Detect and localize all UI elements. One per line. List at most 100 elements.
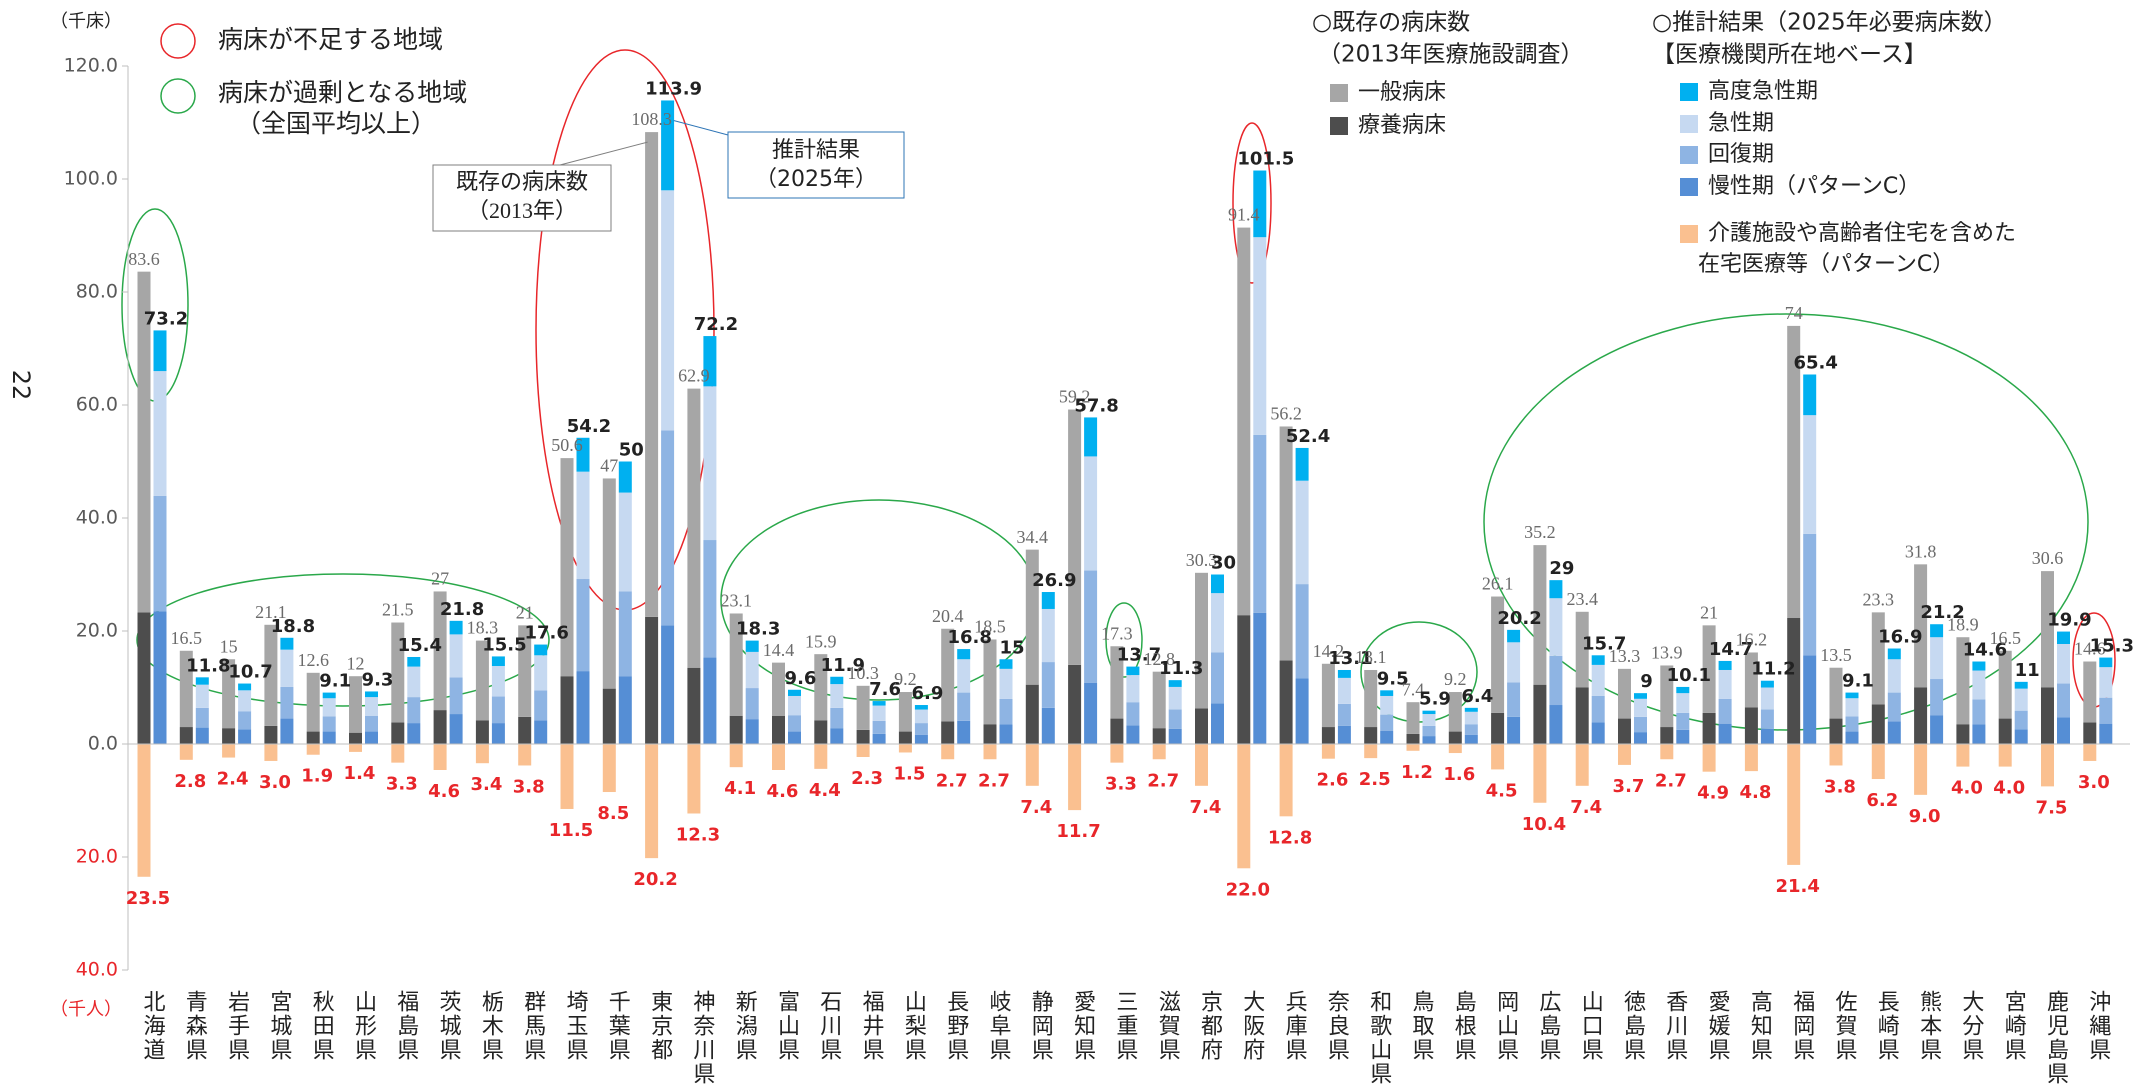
bar-segment — [1491, 744, 1505, 770]
estimate-total-label: 13.7 — [1117, 645, 1161, 666]
estimate-total-label: 54.2 — [567, 416, 611, 437]
bar-segment — [1787, 618, 1801, 744]
bar-segment — [1237, 227, 1251, 616]
x-tick-label: 山形県 — [351, 990, 377, 1062]
bar-segment — [1972, 661, 1986, 671]
bar-segment — [1364, 669, 1378, 728]
callout-text: 推計結果 — [772, 138, 860, 163]
bar-segment — [703, 336, 717, 387]
bar-segment — [2057, 717, 2070, 744]
bar-segment — [195, 684, 209, 708]
bar-segment — [1887, 721, 1901, 744]
bar-segment — [1744, 652, 1758, 708]
estimate-total-label: 65.4 — [1793, 352, 1837, 373]
bar-segment — [914, 723, 928, 735]
home-care-label: 11.7 — [1056, 821, 1100, 842]
bar-segment — [1406, 733, 1420, 744]
bar-segment — [475, 640, 489, 721]
existing-total-label: 50.6 — [551, 435, 583, 455]
bar-segment — [1364, 727, 1378, 744]
bar-segment — [1956, 637, 1970, 725]
bar-segment — [983, 744, 997, 760]
bar-segment — [1025, 684, 1039, 744]
existing-total-label: 9.2 — [894, 669, 917, 689]
existing-total-label: 26.1 — [1482, 574, 1514, 594]
region-legend-label: （全国平均以上） — [236, 109, 436, 138]
bar-segment — [280, 718, 294, 744]
home-care-label: 4.8 — [1739, 782, 1771, 803]
x-tick-label: 栃木県 — [478, 990, 504, 1062]
estimate-total-label: 30 — [1211, 553, 1236, 574]
bar-segment — [1591, 695, 1605, 723]
bar-segment — [1110, 646, 1124, 719]
x-tick-label: 愛知県 — [1070, 990, 1096, 1062]
bar-segment — [518, 744, 532, 766]
existing-total-label: 23.1 — [720, 591, 752, 611]
bar-segment — [1068, 409, 1082, 665]
home-care-label: 7.4 — [1570, 797, 1602, 818]
bar-segment — [1406, 744, 1420, 751]
bar-segment — [475, 720, 489, 744]
bar-segment — [1364, 744, 1378, 759]
existing-total-label: 9.2 — [1444, 669, 1467, 689]
home-care-label: 21.4 — [1775, 876, 1819, 897]
bar-segment — [1380, 714, 1394, 732]
bar-segment — [1591, 664, 1605, 696]
bar-segment — [1152, 744, 1166, 760]
estimate-total-label: 19.9 — [2047, 610, 2091, 631]
bar-segment — [1211, 703, 1224, 744]
bar-segment — [179, 744, 193, 760]
legend-label: 在宅医療等（パターンC） — [1698, 252, 1954, 277]
home-care-label: 1.4 — [344, 763, 376, 784]
bar-segment — [1380, 690, 1394, 696]
estimate-total-label: 9.1 — [1842, 671, 1874, 692]
x-tick-label: 長崎県 — [1874, 990, 1899, 1062]
bar-segment — [1084, 417, 1098, 457]
bar-segment — [1887, 659, 1901, 693]
surplus-ellipse — [1483, 313, 2089, 731]
bar-segment — [1718, 660, 1732, 670]
bar-segment — [1126, 725, 1140, 744]
bar-segment — [788, 695, 801, 716]
bar-segment — [518, 716, 532, 744]
bar-segment — [1110, 718, 1124, 744]
home-care-label: 3.3 — [386, 774, 418, 795]
existing-total-label: 27 — [431, 569, 449, 589]
home-care-label: 1.5 — [893, 763, 925, 784]
legend-swatch — [1680, 115, 1698, 133]
estimate-total-label: 9.1 — [319, 671, 351, 692]
x-tick-label: 奈良県 — [1324, 990, 1350, 1062]
bar-segment — [576, 437, 590, 472]
bar-segment — [1084, 570, 1098, 683]
bar-segment — [1491, 596, 1505, 713]
unit-label-lower: （千人） — [50, 999, 122, 1020]
x-tick-label: 三重県 — [1112, 990, 1137, 1062]
bar-segment — [1930, 624, 1944, 638]
existing-total-label: 14.4 — [763, 640, 795, 660]
callout-text: 既存の病床数 — [456, 169, 588, 194]
bar-segment — [872, 701, 886, 706]
estimate-total-label: 20.2 — [1497, 608, 1541, 629]
bar-segment — [407, 656, 421, 667]
bar-segment — [999, 698, 1013, 725]
bar-segment — [898, 731, 912, 744]
bar-segment — [602, 478, 616, 689]
x-tick-label: 群馬県 — [520, 990, 546, 1062]
x-tick-label: 青森県 — [182, 990, 208, 1062]
bar-segment — [745, 688, 759, 720]
bar-segment — [1422, 725, 1436, 737]
estimate-total-label: 13.1 — [1328, 648, 1372, 669]
bar-segment — [1702, 625, 1716, 713]
bar-segment — [957, 659, 971, 693]
x-tick-label: 鳥取県 — [1409, 990, 1435, 1062]
bar-segment — [830, 707, 844, 729]
legend-label: 一般病床 — [1358, 80, 1446, 105]
bar-segment — [349, 732, 362, 744]
bar-segment — [1549, 598, 1563, 656]
bar-segment — [1168, 686, 1182, 710]
x-tick-label: 熊本県 — [1916, 990, 1942, 1062]
y-tick-label: 40.0 — [76, 959, 118, 981]
bar-segment — [1195, 708, 1208, 744]
bar-segment — [1295, 678, 1309, 744]
bar-segment — [618, 461, 632, 493]
